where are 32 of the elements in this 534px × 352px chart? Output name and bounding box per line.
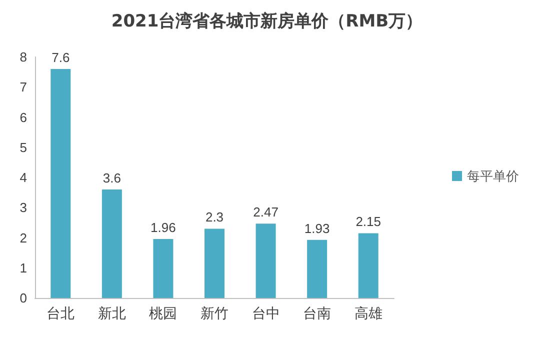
data-label: 2.15 (356, 214, 382, 230)
chart-title: 2021台湾省各城市新房单价（RMB万） (111, 12, 423, 32)
x-tick-label: 台南 (303, 305, 332, 321)
y-tick-label: 5 (20, 140, 27, 155)
bar (204, 228, 224, 298)
bar (307, 240, 328, 298)
y-tick-label: 0 (20, 290, 27, 306)
bar (153, 238, 174, 298)
y-tick-label: 8 (20, 50, 27, 64)
y-tick-label: 6 (20, 110, 27, 125)
y-tick-label: 3 (20, 200, 27, 216)
data-label: 1.96 (150, 220, 176, 235)
bar (50, 69, 71, 298)
x-tick-label: 新竹 (200, 305, 228, 321)
x-tick-label: 高雄 (354, 305, 382, 321)
data-label: 3.6 (102, 170, 121, 186)
x-tick-label: 台中 (252, 305, 280, 321)
bar (102, 190, 122, 298)
data-label: 2.47 (253, 204, 278, 220)
bar (358, 233, 378, 298)
data-label: 2.3 (205, 210, 224, 225)
bar (256, 224, 276, 298)
x-tick-label: 桃园 (149, 305, 178, 321)
x-tick-label: 新北 (98, 305, 126, 321)
y-tick-label: 4 (20, 170, 27, 185)
y-tick-label: 2 (20, 230, 27, 246)
data-label: 7.6 (52, 50, 70, 66)
data-label: 1.93 (304, 220, 330, 236)
y-tick-label: 1 (20, 260, 27, 276)
x-tick-label: 台北 (46, 305, 75, 321)
y-tick-label: 7 (20, 80, 27, 95)
legend-label: 每平单价 (467, 168, 519, 184)
